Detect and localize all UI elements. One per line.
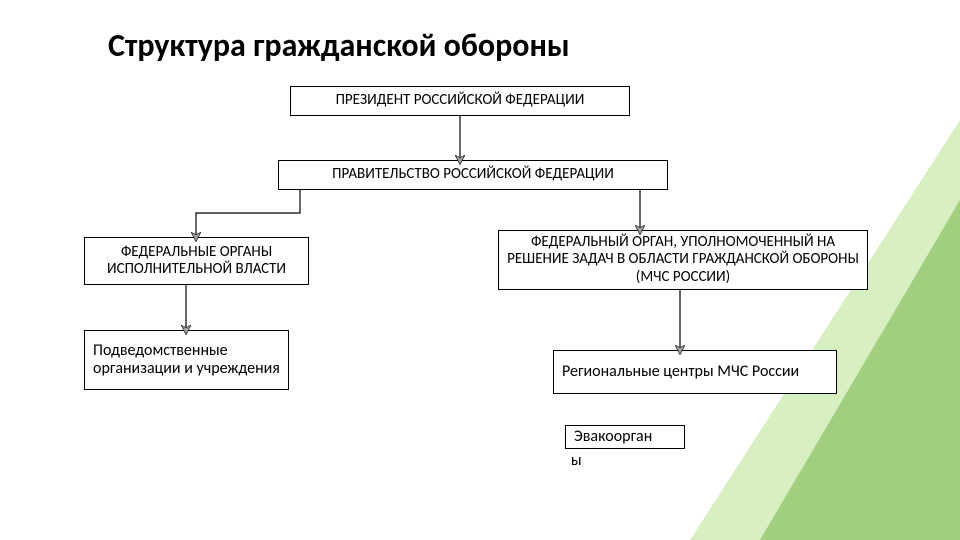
node-fed-exec: ФЕДЕРАЛЬНЫЕ ОРГАНЫ ИСПОЛНИТЕЛЬНОЙ ВЛАСТИ [84,237,309,285]
node-president: ПРЕЗИДЕНТ РОССИЙСКОЙ ФЕДЕРАЦИИ [290,86,630,116]
node-government: ПРАВИТЕЛЬСТВО РОССИЙСКОЙ ФЕДЕРАЦИИ [278,160,668,190]
page-title: Структура гражданской обороны [108,26,570,65]
node-evac-cont: ы [571,451,582,470]
node-evac: Эвакоорган [565,425,685,449]
node-subord-orgs: Подведомственные организации и учреждени… [84,330,289,390]
node-fed-mchs: ФЕДЕРАЛЬНЫЙ ОРГАН, УПОЛНОМОЧЕННЫЙ НА РЕШ… [498,230,868,290]
node-regional-mchs: Региональные центры МЧС России [553,350,837,394]
